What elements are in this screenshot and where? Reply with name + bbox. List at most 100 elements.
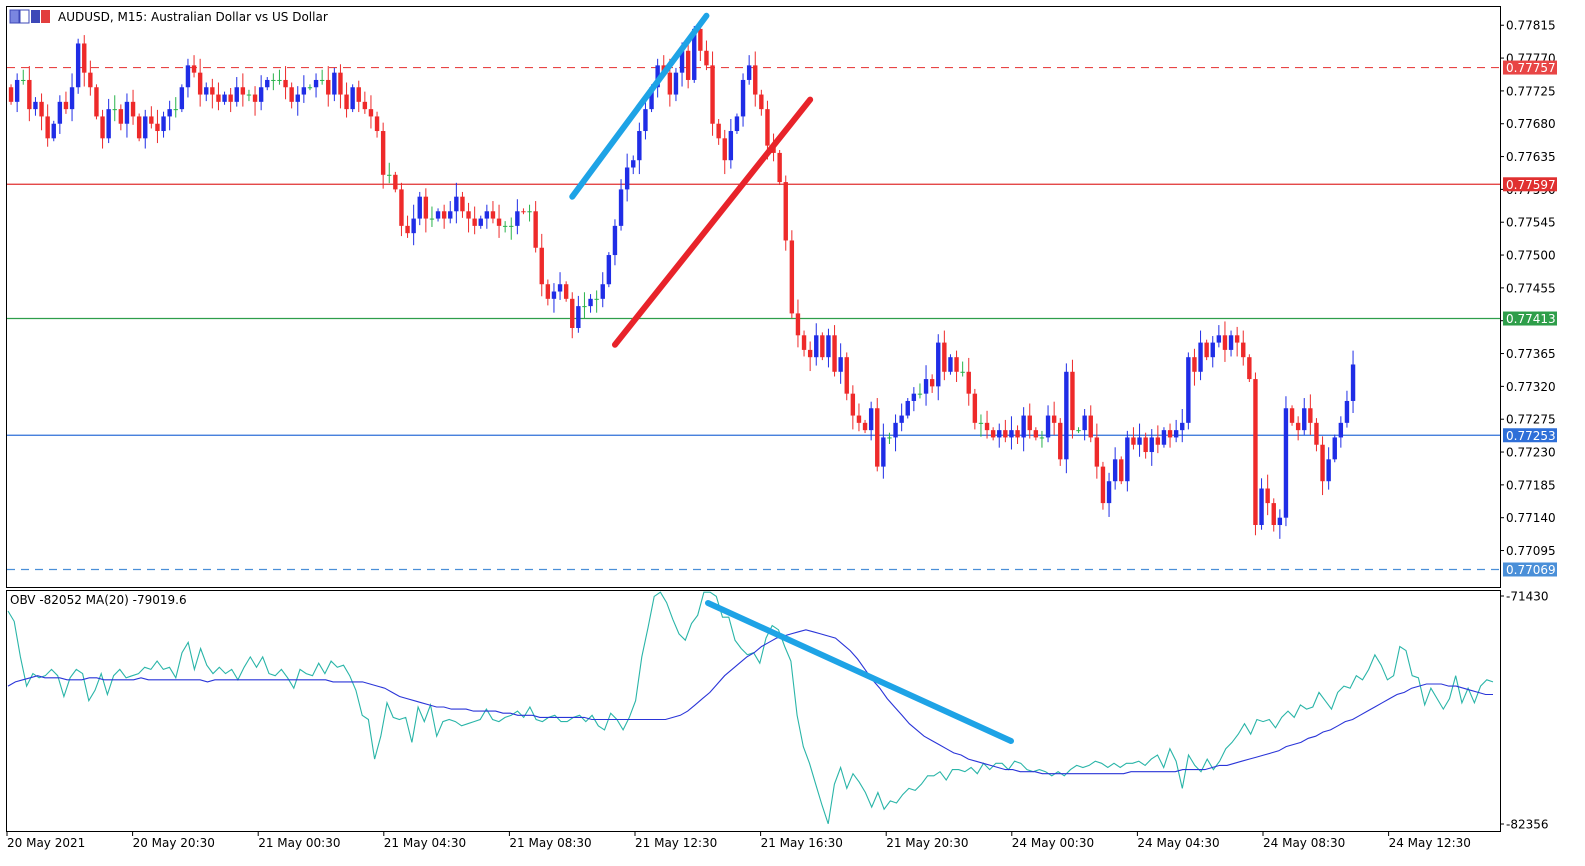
candle-body (295, 94, 300, 102)
candle-body (1295, 422, 1301, 431)
candle-body (1082, 415, 1087, 431)
candle-body (1027, 415, 1032, 431)
candle-body (570, 298, 575, 329)
candle-body (942, 342, 947, 372)
candle-body (1350, 364, 1356, 401)
candle-body (191, 65, 197, 73)
candle-body (1155, 437, 1161, 445)
candle-body (1326, 459, 1331, 482)
candle-body (265, 79, 270, 88)
y-tick-label: 0.77185 (1506, 478, 1556, 492)
candle-body (155, 123, 160, 132)
candle-body (783, 182, 788, 241)
candle-body (1247, 357, 1252, 380)
level-label-3: 0.77253 (1506, 429, 1556, 443)
candle-body (832, 335, 837, 372)
candle-body (496, 218, 502, 226)
obv-trendline-blue[interactable] (705, 600, 1014, 744)
candle-body (722, 138, 727, 161)
candle-body (868, 408, 874, 431)
candle-body (655, 65, 660, 88)
candle-body (618, 189, 624, 226)
y-tick-label: 0.77500 (1506, 249, 1556, 263)
obv-ma-line (7, 629, 1493, 775)
candle-body (1143, 437, 1148, 453)
y-tick-label: 0.77680 (1506, 117, 1556, 131)
candle-body (1283, 408, 1289, 518)
x-tick-label: 21 May 12:30 (635, 836, 717, 850)
candle-body (258, 87, 264, 102)
candle-body (795, 313, 801, 336)
candle-body (557, 284, 563, 292)
candle-body (1210, 342, 1215, 358)
candle-body (332, 72, 337, 95)
candle-body (1192, 357, 1197, 372)
candle-body (374, 116, 380, 132)
level-tag-1 (1503, 177, 1557, 192)
candle-body (1320, 444, 1325, 482)
candle-body (100, 116, 105, 139)
chart-icon[interactable] (9, 9, 50, 24)
candle-body (27, 79, 32, 110)
candle-body (551, 291, 557, 299)
candle-body (588, 298, 593, 307)
candle-body (1106, 481, 1112, 504)
candle-body (1167, 430, 1173, 438)
candle-body (917, 393, 923, 395)
candle-body (1009, 430, 1014, 438)
candle-body (1234, 335, 1240, 343)
candle-body (228, 94, 233, 102)
candle-body (801, 335, 807, 350)
candle-body (88, 72, 93, 88)
candle-body (1125, 437, 1130, 482)
trendline-blue[interactable] (569, 12, 710, 200)
candle-body (1045, 415, 1051, 438)
candle-body (1180, 422, 1185, 431)
candle-body (344, 94, 349, 110)
candle-body (887, 437, 892, 439)
candle-body (429, 218, 435, 220)
candle-body (460, 196, 465, 212)
candle-body (411, 218, 416, 234)
candle-body (978, 422, 984, 424)
candle-body (441, 211, 447, 219)
level-tag-3 (1503, 428, 1557, 443)
level-tag-0 (1503, 60, 1557, 75)
candle-body (509, 225, 514, 227)
candle-body (1161, 430, 1167, 445)
candle-body (759, 94, 764, 110)
x-tick-label: 21 May 08:30 (509, 836, 591, 850)
trendline-red[interactable] (611, 96, 814, 348)
x-tick-label: 21 May 04:30 (384, 836, 466, 850)
candle-body (856, 415, 862, 423)
candle-body (1173, 430, 1179, 438)
candle-body (484, 211, 490, 219)
candle-body (63, 101, 69, 110)
candle-body (789, 240, 795, 314)
candle-body (1198, 342, 1203, 372)
x-tick-label: 24 May 08:30 (1263, 836, 1345, 850)
candle-body (911, 393, 917, 401)
candle-body (612, 225, 618, 256)
candle-body (82, 43, 87, 73)
candle-body (1314, 422, 1319, 445)
candle-body (637, 131, 642, 161)
level-label-4: 0.77069 (1506, 563, 1556, 577)
candle-body (692, 28, 697, 80)
obv-trendline (705, 600, 1014, 744)
candle-body (966, 371, 971, 394)
obv-title: OBV -82052 MA(20) -79019.6 (10, 593, 187, 607)
candle-body (814, 335, 819, 358)
candle-body (39, 101, 44, 117)
candle-body (1033, 430, 1039, 438)
y-tick-label: 0.77815 (1506, 19, 1556, 33)
candle-body (185, 65, 191, 88)
candle-body (130, 101, 136, 117)
candle-body (905, 400, 910, 416)
candle-body (8, 87, 14, 102)
candle-body (606, 255, 612, 285)
candle-body (167, 109, 172, 117)
candle-body (45, 116, 50, 139)
obv-series-line (7, 591, 1494, 824)
